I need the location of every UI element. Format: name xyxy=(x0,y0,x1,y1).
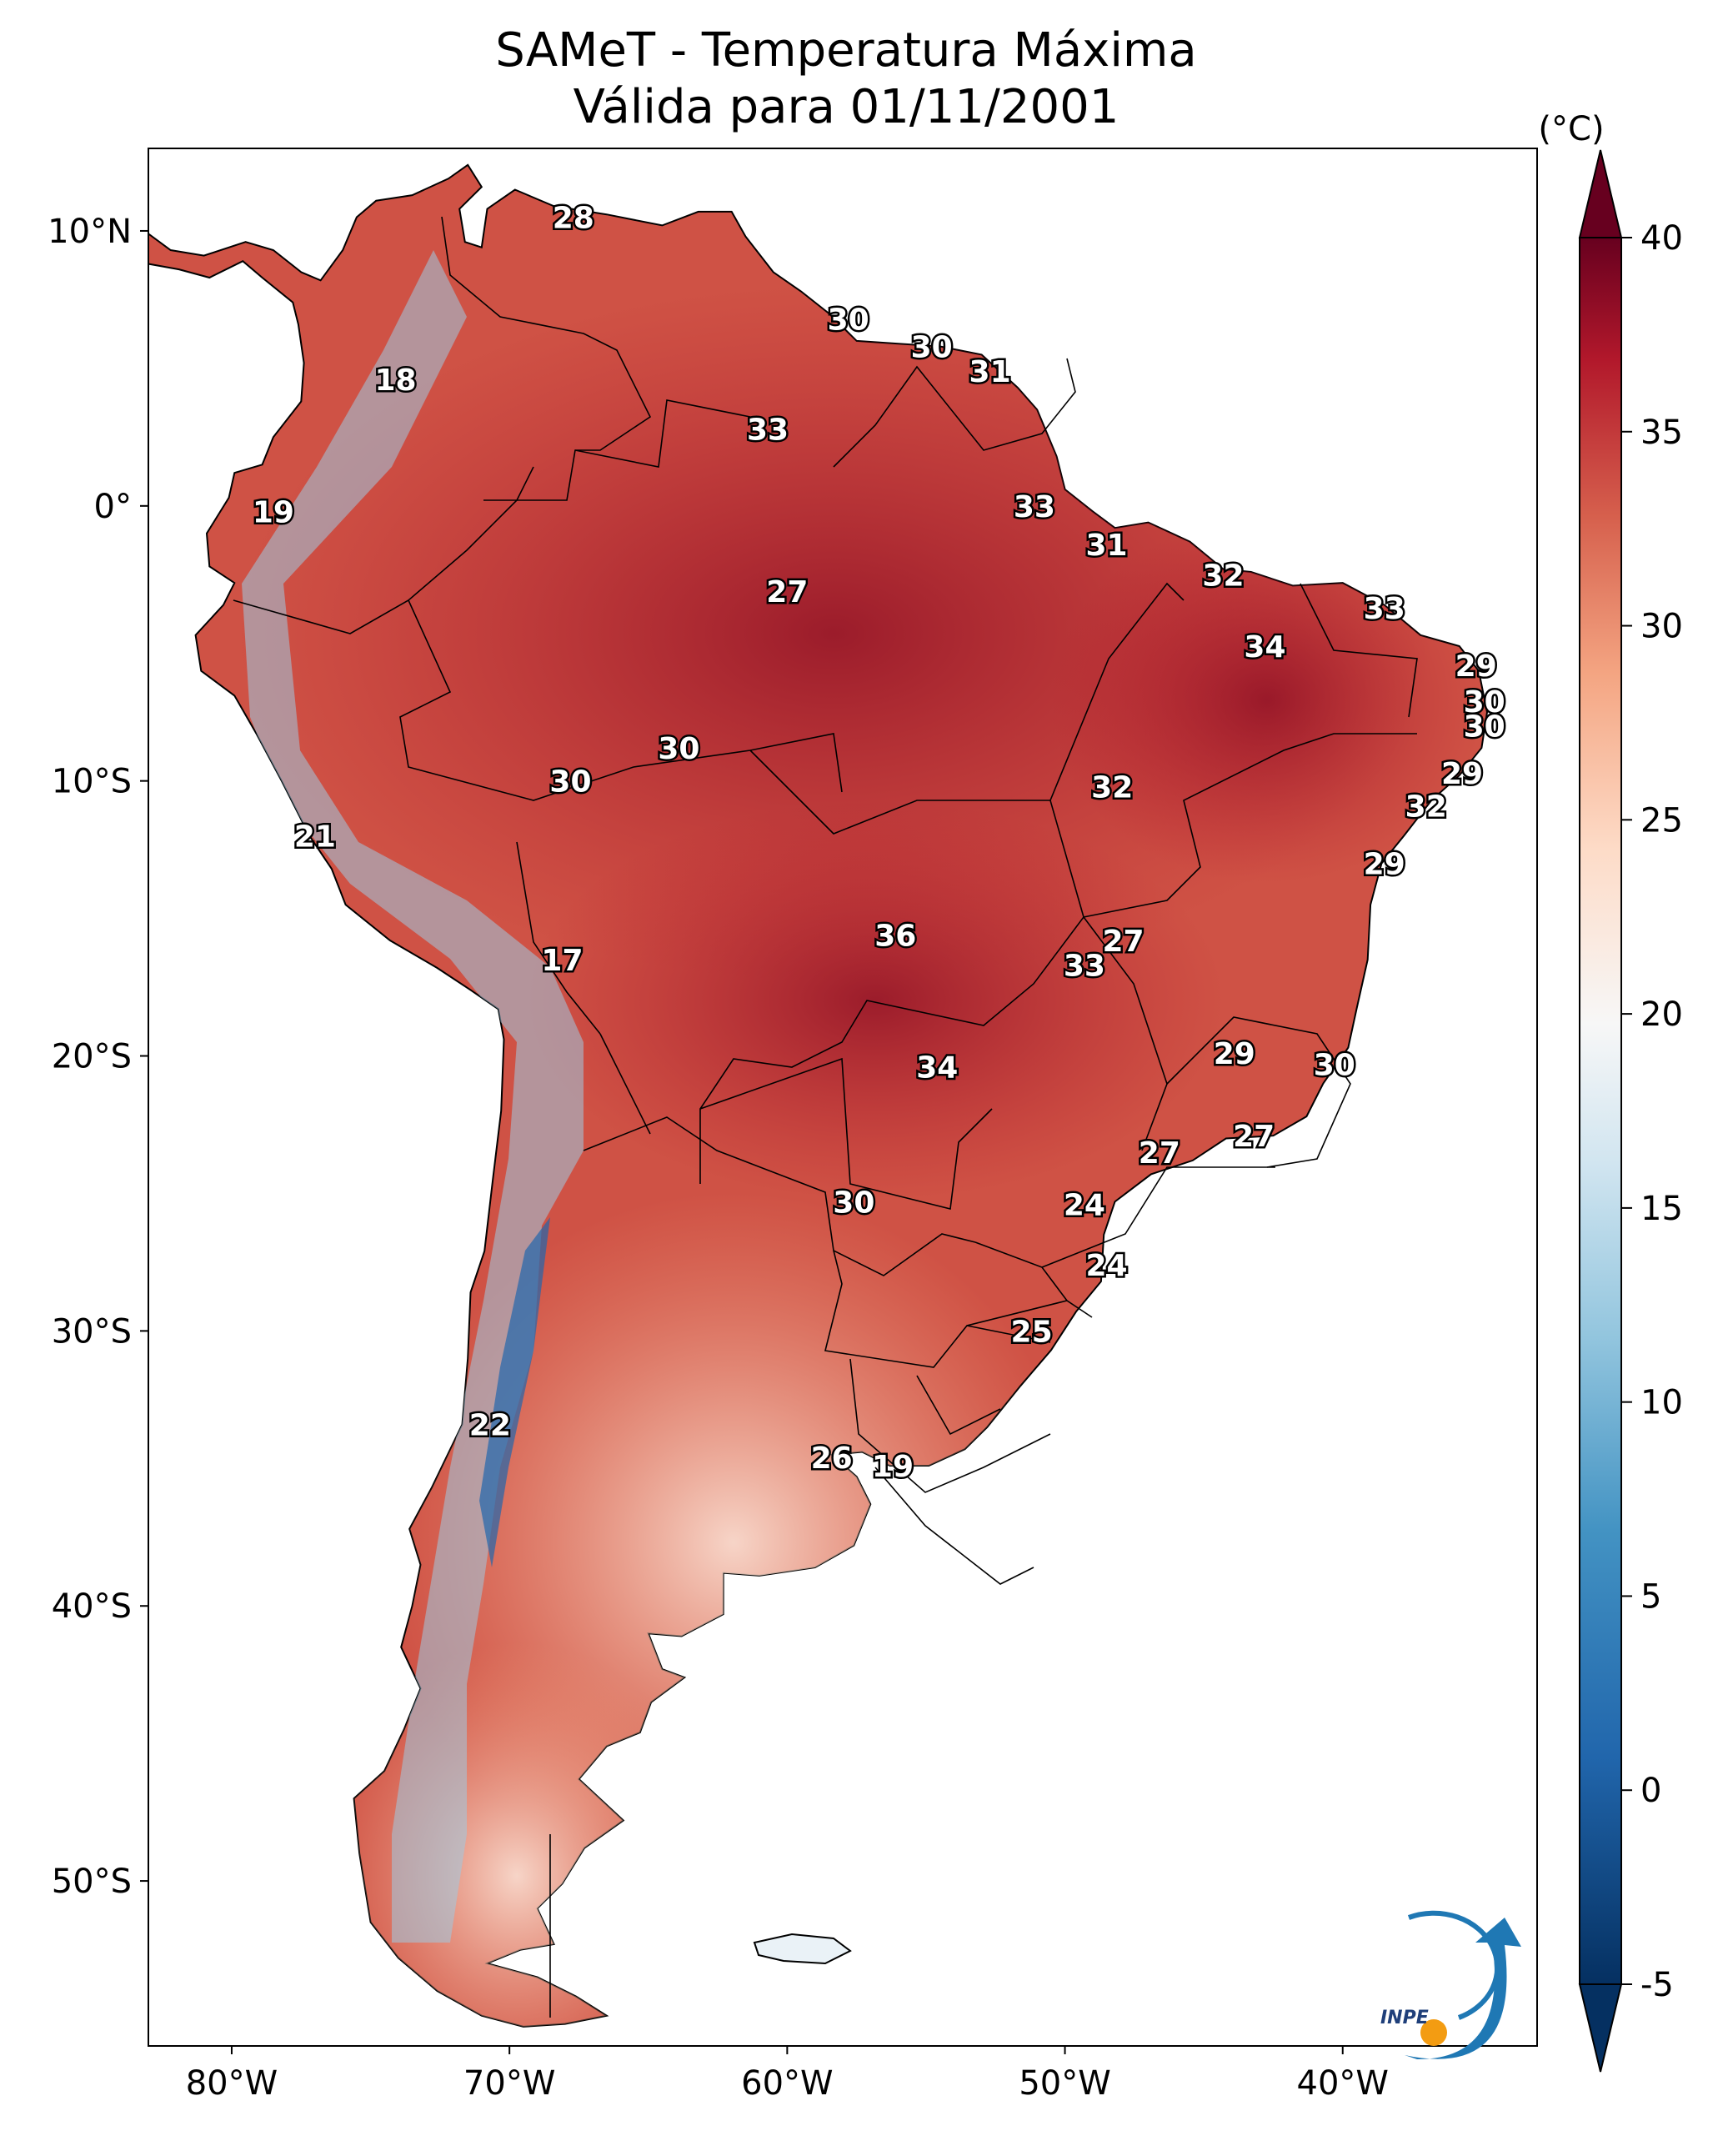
logo-swoosh-icon xyxy=(1405,1918,1521,2059)
lon-tick-label: 40°W xyxy=(1297,2064,1389,2103)
andes-cold-core xyxy=(479,1217,550,1567)
colorbar-tick-label: 40 xyxy=(1640,219,1683,258)
city-temperature-value: 29 xyxy=(1441,757,1483,791)
inpe-logo: INPE xyxy=(1380,1910,1521,2059)
colorbar-tick-label: -5 xyxy=(1640,1966,1674,2004)
city-temperature-value: 32 xyxy=(1405,790,1447,824)
city-temperature-value: 34 xyxy=(916,1051,958,1086)
logo-dot-icon xyxy=(1420,2019,1447,2046)
city-temperature-value: 22 xyxy=(469,1409,511,1443)
lat-tick-label: 10°S xyxy=(52,763,132,801)
city-temperature-value: 36 xyxy=(874,919,916,953)
city-temperature-value: 30 xyxy=(1464,710,1505,745)
lat-tick-label: 40°S xyxy=(52,1587,132,1626)
city-temperature-value: 32 xyxy=(1202,559,1244,593)
city-temperature-value: 19 xyxy=(253,495,294,529)
city-temperature-value: 28 xyxy=(553,201,594,235)
city-temperature-value: 30 xyxy=(1464,685,1505,720)
colorbar-tick-label: 0 xyxy=(1640,1772,1661,1810)
lat-tick-label: 10°N xyxy=(48,213,132,251)
city-temperature-value: 33 xyxy=(1014,490,1055,524)
colorbar-min-extension xyxy=(1578,1983,1623,2073)
colorbar-tick-label: 5 xyxy=(1640,1577,1661,1616)
hot-region-center xyxy=(525,800,1225,1201)
colorbar-tick-label: 30 xyxy=(1640,608,1683,646)
city-temperature-value: 29 xyxy=(1455,649,1497,684)
lat-tick-label: 0° xyxy=(94,488,132,526)
city-temperature-value: 32 xyxy=(1091,770,1133,805)
city-temperature-value: 30 xyxy=(658,732,699,766)
colorbar-tick-label: 20 xyxy=(1640,995,1683,1034)
colorbar-max-extension xyxy=(1578,149,1623,238)
city-temperature-value: 34 xyxy=(1244,630,1285,664)
city-temperature-value: 29 xyxy=(1364,848,1405,882)
city-temperature-value: 27 xyxy=(1233,1120,1275,1154)
city-temperature-value: 26 xyxy=(811,1442,853,1476)
country-borders xyxy=(233,216,1418,2018)
city-temperature-value: 27 xyxy=(1102,925,1144,959)
lat-tick-label: 30°S xyxy=(52,1312,132,1351)
colorbar-unit: (°C) xyxy=(1538,110,1604,148)
city-temperature-value: 30 xyxy=(1314,1048,1355,1082)
lon-tick-label: 60°W xyxy=(741,2064,833,2103)
city-temperature-value: 27 xyxy=(766,575,808,609)
city-temperature-value: 24 xyxy=(1064,1189,1105,1223)
colorbar-tick-label: 35 xyxy=(1640,414,1683,452)
lon-tick-label: 80°W xyxy=(186,2064,278,2103)
map-subtitle: Válida para 01/11/2001 xyxy=(573,80,1119,134)
city-temperature-value: 33 xyxy=(747,413,789,447)
city-temperature-value: 21 xyxy=(294,820,336,855)
longitude-labels: 80°W 70°W 60°W 50°W 40°W xyxy=(186,2046,1389,2103)
colorbar: (°C) 40 35 30 25 20 15 10 5 0 -5 xyxy=(1538,110,1683,2073)
colorbar-ticks: 40 35 30 25 20 15 10 5 0 -5 xyxy=(1621,219,1683,2004)
logo-orbit-icon xyxy=(1407,1910,1500,2020)
logo-text: INPE xyxy=(1380,2008,1429,2028)
city-temperature-value: 24 xyxy=(1085,1249,1127,1283)
city-temperature-value: 25 xyxy=(1011,1315,1053,1349)
lon-tick-label: 50°W xyxy=(1019,2064,1110,2103)
city-temperature-value: 30 xyxy=(828,303,869,338)
lat-tick-label: 20°S xyxy=(52,1038,132,1076)
city-temperature-value: 30 xyxy=(911,330,953,364)
city-temperature-value: 31 xyxy=(1085,529,1127,563)
latitude-labels: 10°N 0° 10°S 20°S 30°S 40°S 50°S xyxy=(48,213,148,1901)
city-temperature-value: 29 xyxy=(1214,1037,1255,1071)
city-temperature-value: 17 xyxy=(541,944,583,978)
colorbar-body xyxy=(1579,237,1622,1985)
andes-cold-band xyxy=(242,250,584,1943)
city-temperature-value: 31 xyxy=(969,355,1011,389)
map-title: SAMeT - Temperatura Máxima xyxy=(495,23,1197,78)
city-temperature-value: 33 xyxy=(1364,592,1405,626)
city-temperature-value: 30 xyxy=(549,765,591,800)
city-temperature-value: 19 xyxy=(872,1450,914,1484)
colorbar-tick-label: 25 xyxy=(1640,801,1683,840)
city-temperature-value: 33 xyxy=(1064,950,1105,984)
city-temperature-value: 27 xyxy=(1139,1136,1180,1171)
colorbar-tick-label: 15 xyxy=(1640,1190,1683,1228)
city-temperature-value: 18 xyxy=(374,364,416,398)
lon-tick-label: 70°W xyxy=(463,2064,555,2103)
lat-tick-label: 50°S xyxy=(52,1863,132,1901)
colorbar-tick-label: 10 xyxy=(1640,1384,1683,1422)
falkland-islands xyxy=(753,1933,852,1965)
hot-region-northeast xyxy=(1050,517,1484,884)
city-temperature-value: 30 xyxy=(833,1186,874,1220)
